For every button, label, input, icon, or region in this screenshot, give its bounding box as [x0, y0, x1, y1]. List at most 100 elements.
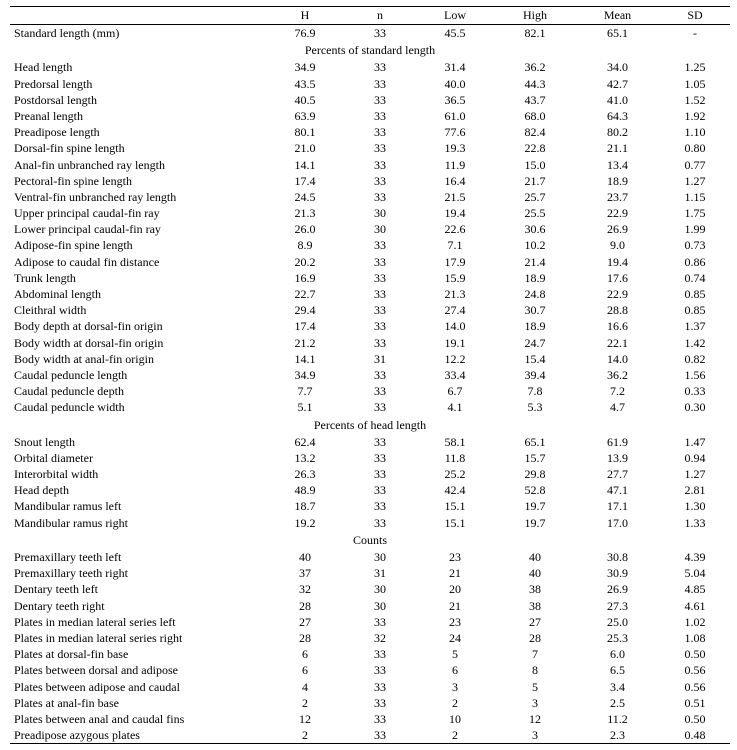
cell-mean: 2.5: [575, 695, 660, 711]
cell-sd: 0.85: [660, 302, 730, 318]
cell-high: 30.7: [495, 302, 575, 318]
table-row: Abdominal length22.73321.324.822.90.85: [10, 286, 730, 302]
cell-sd: 1.15: [660, 189, 730, 205]
cell-n: 33: [345, 695, 415, 711]
cell-h: 8.9: [265, 237, 345, 253]
cell-high: 40: [495, 565, 575, 581]
cell-mean: 18.9: [575, 173, 660, 189]
row-label: Body width at dorsal-fin origin: [10, 335, 265, 351]
cell-n: 30: [345, 221, 415, 237]
row-label: Anal-fin unbranched ray length: [10, 157, 265, 173]
cell-h: 76.9: [265, 25, 345, 42]
row-label: Body depth at dorsal-fin origin: [10, 318, 265, 334]
cell-low: 22.6: [415, 221, 495, 237]
cell-n: 30: [345, 549, 415, 565]
cell-h: 63.9: [265, 108, 345, 124]
cell-mean: 22.9: [575, 286, 660, 302]
cell-high: 21.7: [495, 173, 575, 189]
cell-h: 22.7: [265, 286, 345, 302]
cell-h: 6: [265, 662, 345, 678]
table-row: Mandibular ramus right19.23315.119.717.0…: [10, 515, 730, 531]
col-mean: Mean: [575, 7, 660, 25]
cell-mean: 26.9: [575, 221, 660, 237]
cell-high: 19.7: [495, 498, 575, 514]
cell-high: 29.8: [495, 466, 575, 482]
cell-high: 25.5: [495, 205, 575, 221]
cell-mean: 22.1: [575, 335, 660, 351]
row-label: Orbital diameter: [10, 450, 265, 466]
cell-sd: 0.86: [660, 254, 730, 270]
cell-n: 33: [345, 515, 415, 531]
cell-mean: 22.9: [575, 205, 660, 221]
table-row: Body depth at dorsal-fin origin17.43314.…: [10, 318, 730, 334]
table-row: Caudal peduncle width5.1334.15.34.70.30: [10, 399, 730, 415]
cell-mean: 26.9: [575, 581, 660, 597]
table-row: Ventral-fin unbranched ray length24.5332…: [10, 189, 730, 205]
cell-high: 18.9: [495, 318, 575, 334]
cell-h: 5.1: [265, 399, 345, 415]
cell-sd: 0.94: [660, 450, 730, 466]
cell-low: 5: [415, 646, 495, 662]
cell-sd: 1.47: [660, 434, 730, 450]
cell-high: 65.1: [495, 434, 575, 450]
cell-n: 33: [345, 614, 415, 630]
table-row: Lower principal caudal-fin ray26.03022.6…: [10, 221, 730, 237]
row-label: Plates between anal and caudal fins: [10, 711, 265, 727]
cell-n: 33: [345, 254, 415, 270]
cell-n: 33: [345, 25, 415, 42]
table-row: Predorsal length43.53340.044.342.71.05: [10, 76, 730, 92]
cell-sd: 1.75: [660, 205, 730, 221]
cell-low: 40.0: [415, 76, 495, 92]
cell-low: 77.6: [415, 124, 495, 140]
cell-mean: 14.0: [575, 351, 660, 367]
cell-mean: 6.5: [575, 662, 660, 678]
cell-h: 19.2: [265, 515, 345, 531]
cell-h: 20.2: [265, 254, 345, 270]
table-row: Dentary teeth left3230203826.94.85: [10, 581, 730, 597]
cell-h: 37: [265, 565, 345, 581]
table-row: Plates at anal-fin base233232.50.51: [10, 695, 730, 711]
cell-high: 68.0: [495, 108, 575, 124]
cell-low: 42.4: [415, 482, 495, 498]
cell-n: 33: [345, 450, 415, 466]
cell-n: 33: [345, 59, 415, 75]
cell-high: 40: [495, 549, 575, 565]
cell-mean: 41.0: [575, 92, 660, 108]
cell-sd: 1.92: [660, 108, 730, 124]
cell-sd: 0.73: [660, 237, 730, 253]
cell-sd: 1.33: [660, 515, 730, 531]
cell-sd: 1.25: [660, 59, 730, 75]
col-h: H: [265, 7, 345, 25]
cell-sd: 0.56: [660, 679, 730, 695]
cell-low: 11.9: [415, 157, 495, 173]
cell-h: 13.2: [265, 450, 345, 466]
row-label: Lower principal caudal-fin ray: [10, 221, 265, 237]
table-row: Adipose to caudal fin distance20.23317.9…: [10, 254, 730, 270]
table-row: Orbital diameter13.23311.815.713.90.94: [10, 450, 730, 466]
cell-h: 28: [265, 598, 345, 614]
table-row: Preadipose azygous plates233232.30.48: [10, 727, 730, 744]
row-label: Plates at dorsal-fin base: [10, 646, 265, 662]
row-label: Interorbital width: [10, 466, 265, 482]
cell-high: 3: [495, 727, 575, 744]
cell-low: 14.0: [415, 318, 495, 334]
cell-h: 34.9: [265, 59, 345, 75]
cell-high: 24.8: [495, 286, 575, 302]
cell-high: 19.7: [495, 515, 575, 531]
cell-mean: 17.6: [575, 270, 660, 286]
cell-high: 18.9: [495, 270, 575, 286]
cell-mean: 36.2: [575, 367, 660, 383]
cell-n: 33: [345, 662, 415, 678]
row-label: Cleithral width: [10, 302, 265, 318]
cell-mean: 42.7: [575, 76, 660, 92]
cell-h: 2: [265, 727, 345, 744]
cell-n: 33: [345, 189, 415, 205]
row-label: Standard length (mm): [10, 25, 265, 42]
row-label: Caudal peduncle length: [10, 367, 265, 383]
cell-low: 24: [415, 630, 495, 646]
cell-n: 31: [345, 351, 415, 367]
cell-sd: 1.27: [660, 173, 730, 189]
row-label: Preadipose length: [10, 124, 265, 140]
cell-high: 8: [495, 662, 575, 678]
cell-n: 33: [345, 727, 415, 744]
